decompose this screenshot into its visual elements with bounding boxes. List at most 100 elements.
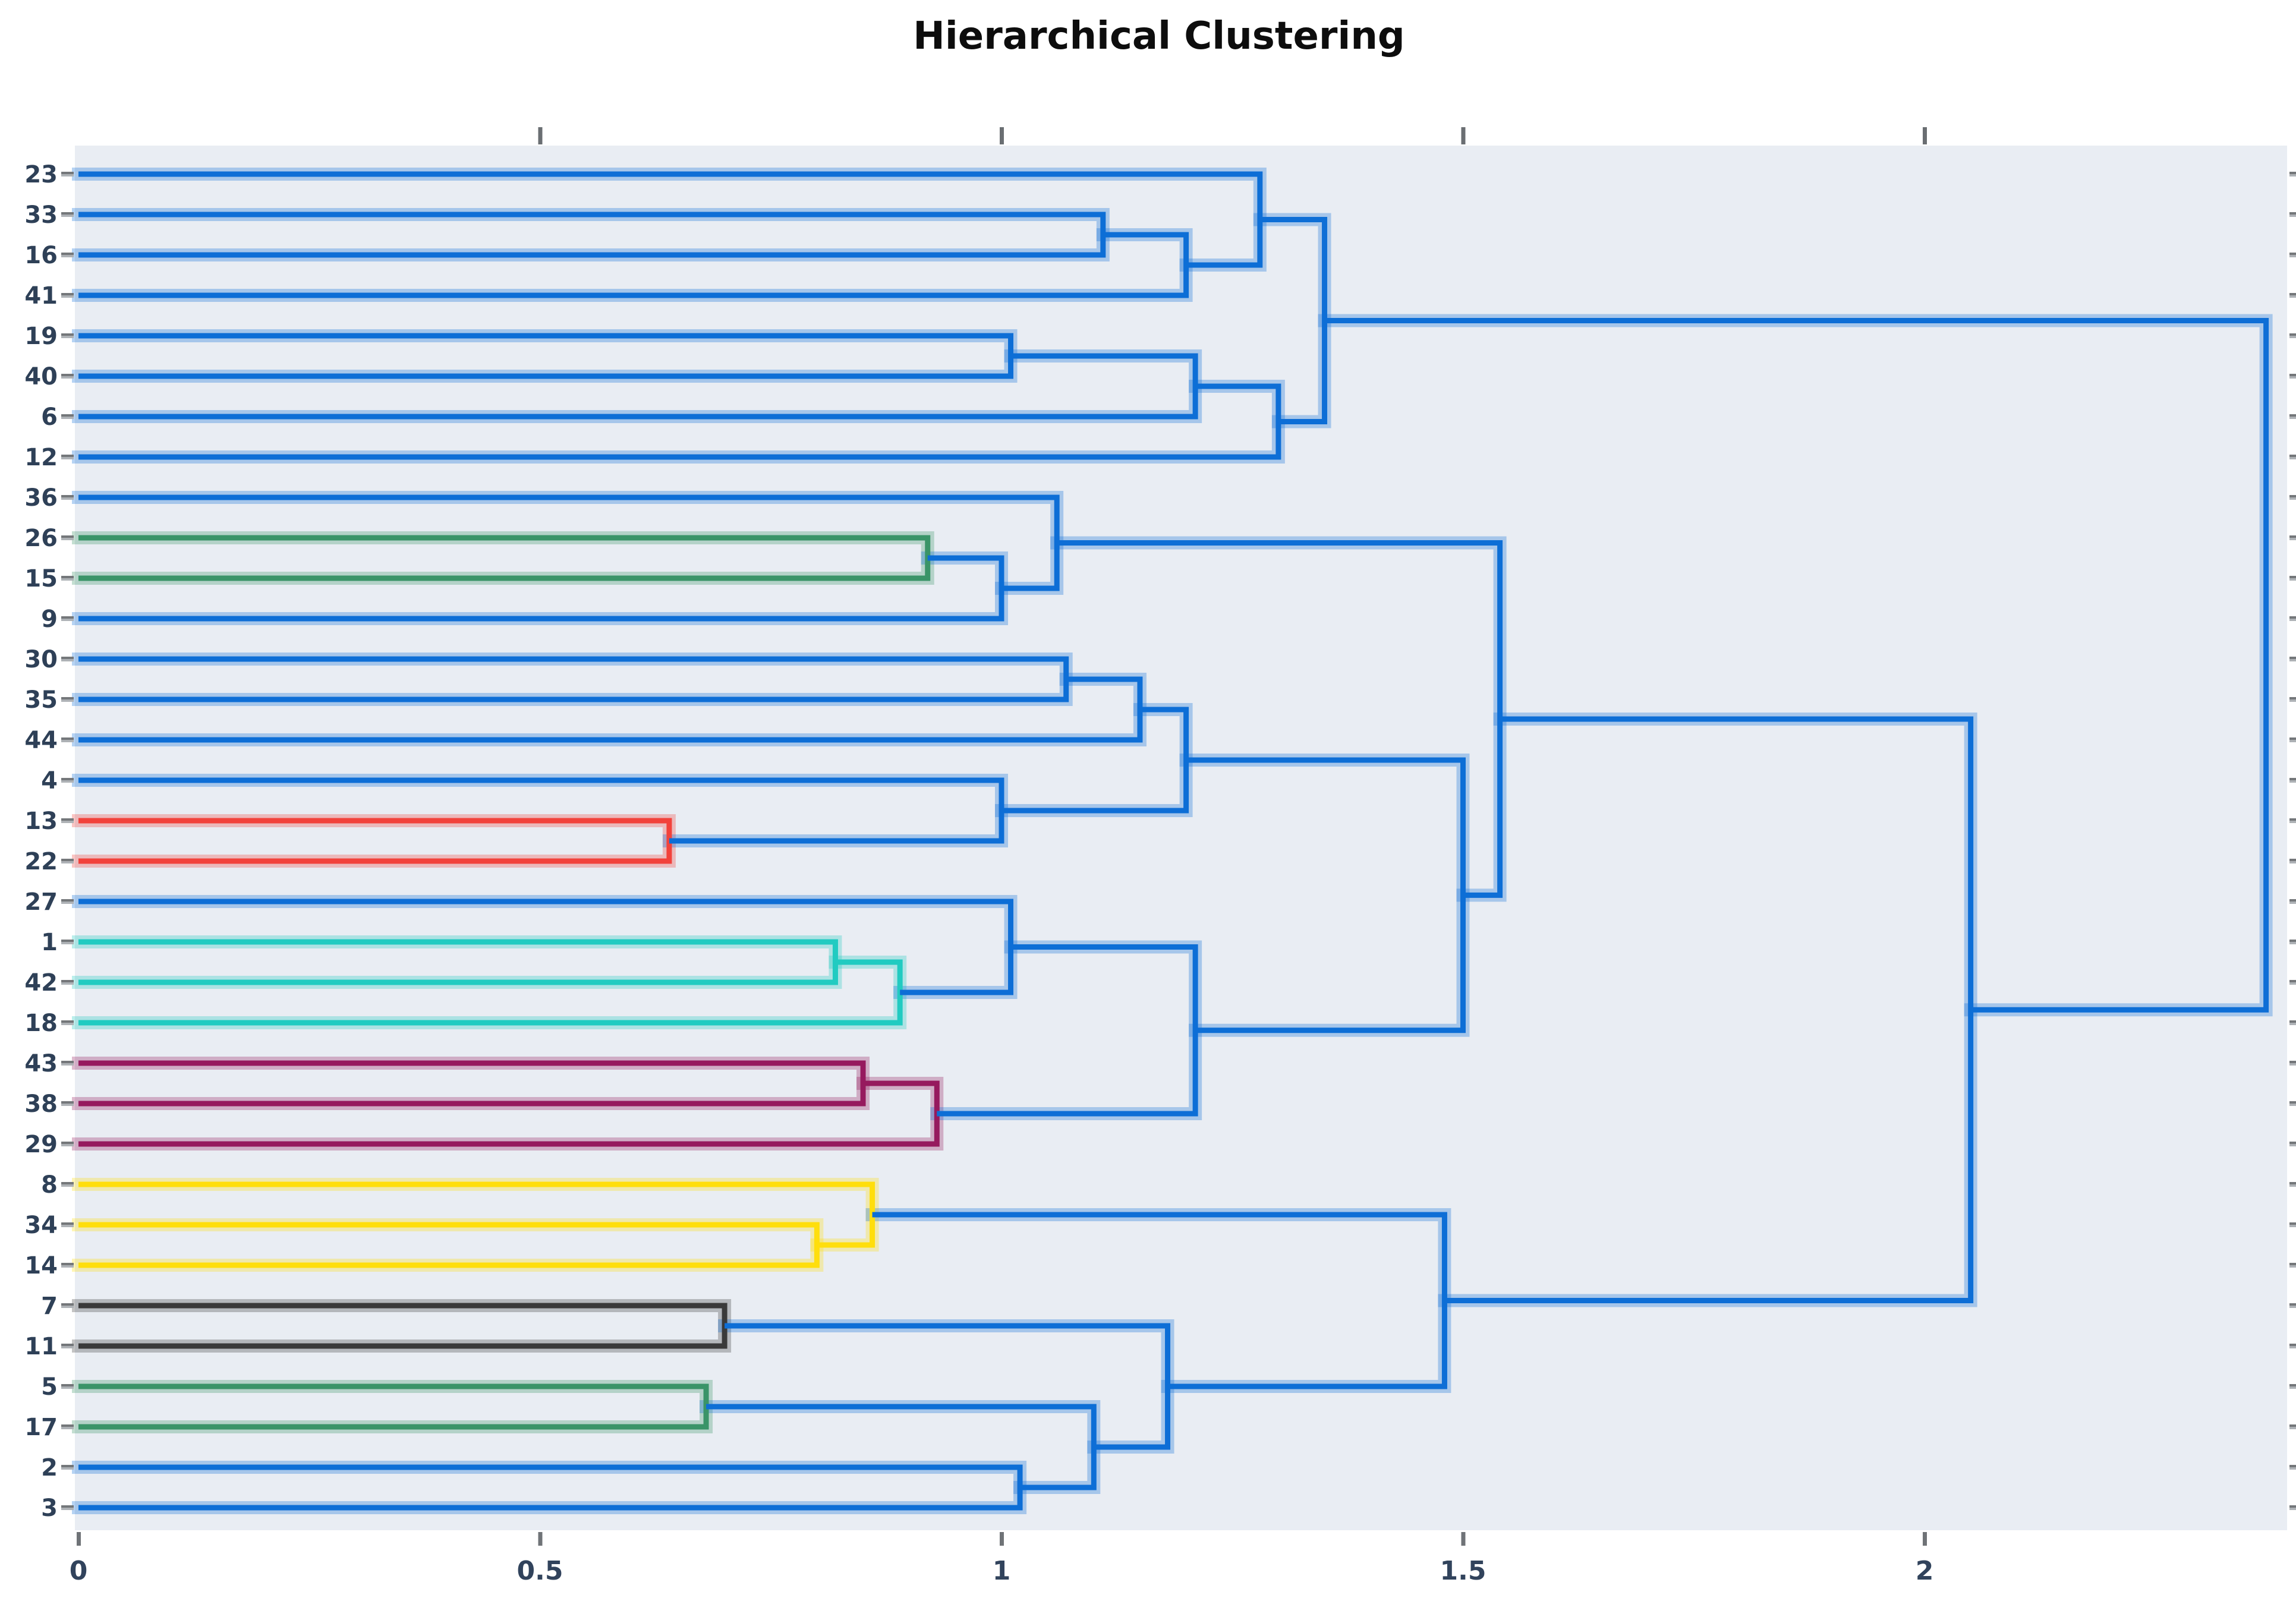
leaf-tick-left	[61, 535, 74, 538]
leaf-tick-right	[2289, 740, 2296, 742]
bottom-axis-tick	[1461, 1532, 1466, 1546]
axis-label-layer: 0 0.5 1 1.5 2	[70, 1556, 1934, 1586]
leaf-tick-right	[2289, 778, 2296, 780]
chart-title: Hierarchical Clustering	[913, 14, 1404, 58]
leaf-tick-left	[61, 1061, 74, 1063]
leaf-label: 9	[41, 606, 58, 633]
leaf-tick-right	[2289, 495, 2296, 497]
leaf-tick-right	[2289, 578, 2296, 581]
leaf-tick-right	[2289, 374, 2296, 376]
leaf-tick-left	[61, 659, 74, 661]
leaf-tick-right	[2289, 1184, 2296, 1187]
leaf-tick-right	[2289, 902, 2296, 904]
leaf-tick-left	[61, 255, 74, 257]
leaf-tick-left	[61, 616, 74, 619]
leaf-label: 4	[41, 767, 58, 795]
cluster-link	[1324, 318, 2269, 1013]
leaf-tick-right	[2289, 982, 2296, 985]
bottom-axis-tick	[538, 1532, 543, 1546]
leaf-label: 44	[24, 727, 58, 754]
leaf-tick-right	[2289, 457, 2296, 459]
leaf-tick-left	[61, 1505, 74, 1508]
leaf-tick-right	[2289, 780, 2296, 783]
leaf-tick-right	[2289, 417, 2296, 419]
leaf-label: 14	[24, 1252, 58, 1279]
leaf-tick-left	[61, 1265, 74, 1268]
leaf-tick-left	[61, 417, 74, 419]
leaf-tick-right	[2289, 737, 2296, 740]
leaf-tick-left	[61, 215, 74, 217]
leaf-tick-left	[61, 859, 74, 861]
leaf-tick-left	[61, 336, 74, 338]
leaf-label: 13	[24, 808, 58, 835]
axis-tick-label: 2	[1916, 1556, 1934, 1586]
leaf-tick-right	[2289, 1306, 2296, 1308]
bottom-axis-tick	[77, 1532, 81, 1546]
leaf-label: 2	[41, 1454, 58, 1482]
leaf-tick-left	[61, 374, 74, 376]
leaf-tick-right	[2289, 172, 2296, 174]
leaf-tick-right	[2289, 1104, 2296, 1106]
leaf-tick-right	[2289, 1344, 2296, 1346]
leaf-tick-right	[2289, 1465, 2296, 1467]
leaf-tick-right	[2289, 455, 2296, 457]
leaf-label: 22	[24, 848, 58, 875]
leaf-tick-right	[2289, 1225, 2296, 1227]
leaf-tick-right	[2289, 174, 2296, 176]
leaf-label: 6	[41, 404, 58, 431]
leaf-tick-left	[61, 1384, 74, 1386]
leaf-tick-right	[2289, 255, 2296, 257]
leaf-tick-right	[2289, 980, 2296, 982]
leaf-tick-right	[2289, 1386, 2296, 1389]
leaf-tick-left	[61, 495, 74, 497]
leaf-tick-left	[61, 737, 74, 740]
leaf-tick-left	[61, 1344, 74, 1346]
leaf-tick-left	[61, 212, 74, 215]
leaf-label: 18	[24, 1010, 58, 1037]
leaf-tick-left	[61, 780, 74, 783]
leaf-tick-right	[2289, 1508, 2296, 1510]
leaf-tick-right	[2289, 1222, 2296, 1225]
leaf-label: 17	[24, 1414, 58, 1441]
leaf-tick-left	[61, 455, 74, 457]
leaf-tick-left	[61, 902, 74, 904]
leaf-label: 30	[24, 646, 58, 673]
leaf-tick-right	[2289, 1303, 2296, 1306]
leaf-tick-left	[61, 1020, 74, 1023]
leaf-tick-left	[61, 697, 74, 699]
leaf-tick-left	[61, 619, 74, 621]
leaf-label: 8	[41, 1171, 58, 1199]
leaf-label-layer: 2333164119406123626159303544413222714218…	[24, 161, 58, 1522]
leaf-tick-right	[2289, 1427, 2296, 1429]
leaf-tick-right	[2289, 535, 2296, 538]
leaf-label: 15	[24, 565, 58, 592]
leaf-tick-left	[61, 333, 74, 336]
leaf-tick-left	[61, 1467, 74, 1470]
bottom-axis-tick	[1000, 1532, 1004, 1546]
leaf-tick-left	[61, 1142, 74, 1144]
leaf-tick-left	[61, 821, 74, 823]
leaf-label: 23	[24, 161, 58, 188]
leaf-tick-left	[61, 1508, 74, 1510]
leaf-tick-left	[61, 1023, 74, 1025]
leaf-tick-left	[61, 1182, 74, 1184]
leaf-tick-right	[2289, 376, 2296, 379]
top-axis-tick	[1923, 127, 1927, 144]
leaf-tick-right	[2289, 821, 2296, 823]
leaf-tick-right	[2289, 940, 2296, 942]
leaf-tick-right	[2289, 293, 2296, 295]
leaf-label: 38	[24, 1090, 58, 1118]
leaf-tick-right	[2289, 1063, 2296, 1066]
leaf-tick-left	[61, 699, 74, 702]
leaf-tick-left	[61, 861, 74, 863]
leaf-tick-left	[61, 1306, 74, 1308]
leaf-tick-right	[2289, 1182, 2296, 1184]
leaf-tick-left	[61, 980, 74, 982]
leaf-label: 27	[24, 888, 58, 916]
leaf-label: 7	[41, 1293, 58, 1320]
leaf-tick-left	[61, 657, 74, 659]
leaf-tick-left	[61, 1063, 74, 1066]
leaf-tick-right	[2289, 1346, 2296, 1348]
leaf-tick-right	[2289, 1023, 2296, 1025]
